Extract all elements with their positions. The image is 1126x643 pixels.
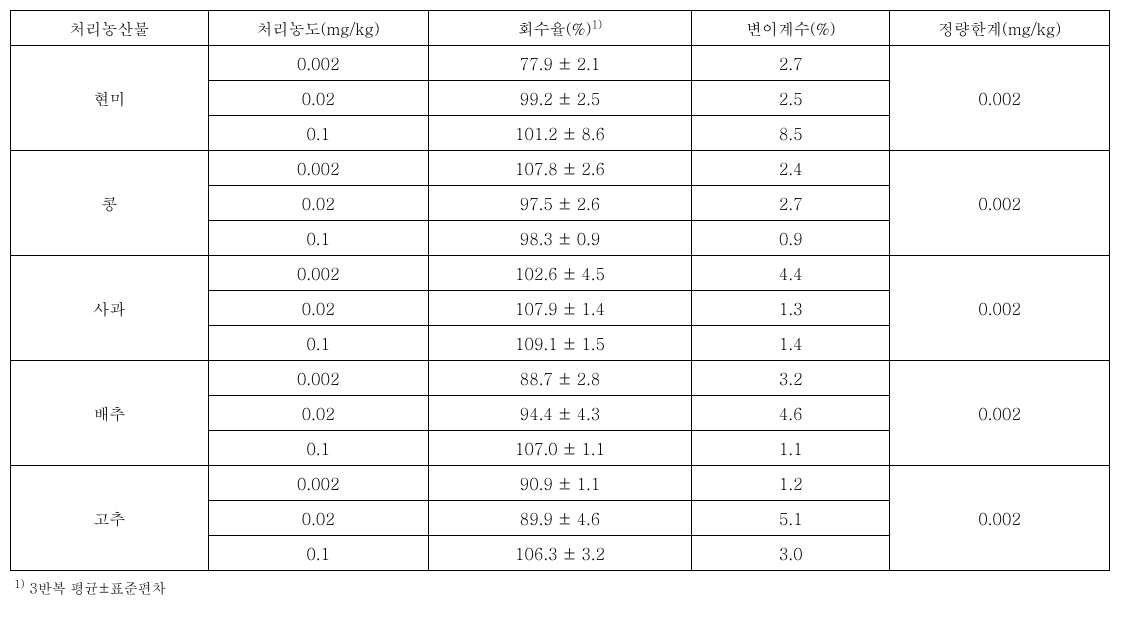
cell-cv: 2.5 xyxy=(692,81,890,116)
cell-concentration: 0.002 xyxy=(208,256,428,291)
footnote-marker: 1) xyxy=(14,577,25,592)
cell-recovery: 98.3 ± 0.9 xyxy=(428,221,692,256)
table-body: 현미0.00277.9 ± 2.12.70.0020.0299.2 ± 2.52… xyxy=(11,46,1110,571)
cell-cv: 4.4 xyxy=(692,256,890,291)
header-product: 처리농산물 xyxy=(11,11,209,46)
cell-loq: 0.002 xyxy=(890,466,1110,571)
cell-product: 배추 xyxy=(11,361,209,466)
cell-concentration: 0.002 xyxy=(208,46,428,81)
cell-cv: 0.9 xyxy=(692,221,890,256)
recovery-table: 처리농산물 처리농도(mg/kg) 회수율(%)1) 변이계수(%) 정량한계(… xyxy=(10,10,1110,571)
cell-cv: 2.7 xyxy=(692,186,890,221)
cell-cv: 8.5 xyxy=(692,116,890,151)
cell-loq: 0.002 xyxy=(890,361,1110,466)
cell-concentration: 0.1 xyxy=(208,536,428,571)
cell-recovery: 97.5 ± 2.6 xyxy=(428,186,692,221)
footnote-text: 3반복 평균±표준편차 xyxy=(25,578,166,598)
cell-concentration: 0.02 xyxy=(208,186,428,221)
cell-concentration: 0.02 xyxy=(208,501,428,536)
table-row: 현미0.00277.9 ± 2.12.70.002 xyxy=(11,46,1110,81)
cell-recovery: 94.4 ± 4.3 xyxy=(428,396,692,431)
cell-cv: 1.3 xyxy=(692,291,890,326)
cell-product: 현미 xyxy=(11,46,209,151)
cell-concentration: 0.002 xyxy=(208,466,428,501)
table-row: 배추0.00288.7 ± 2.83.20.002 xyxy=(11,361,1110,396)
cell-cv: 3.2 xyxy=(692,361,890,396)
cell-cv: 1.1 xyxy=(692,431,890,466)
cell-loq: 0.002 xyxy=(890,46,1110,151)
cell-recovery: 107.8 ± 2.6 xyxy=(428,151,692,186)
cell-concentration: 0.002 xyxy=(208,151,428,186)
cell-recovery: 101.2 ± 8.6 xyxy=(428,116,692,151)
table-row: 사과0.002102.6 ± 4.54.40.002 xyxy=(11,256,1110,291)
footnote: 1) 3반복 평균±표준편차 xyxy=(10,577,1116,598)
cell-product: 콩 xyxy=(11,151,209,256)
cell-cv: 1.4 xyxy=(692,326,890,361)
table-row: 고추0.00290.9 ± 1.11.20.002 xyxy=(11,466,1110,501)
cell-concentration: 0.02 xyxy=(208,396,428,431)
cell-recovery: 99.2 ± 2.5 xyxy=(428,81,692,116)
cell-recovery: 106.3 ± 3.2 xyxy=(428,536,692,571)
header-concentration: 처리농도(mg/kg) xyxy=(208,11,428,46)
header-cv: 변이계수(%) xyxy=(692,11,890,46)
cell-recovery: 89.9 ± 4.6 xyxy=(428,501,692,536)
cell-concentration: 0.02 xyxy=(208,291,428,326)
cell-cv: 3.0 xyxy=(692,536,890,571)
cell-cv: 2.4 xyxy=(692,151,890,186)
cell-cv: 4.6 xyxy=(692,396,890,431)
cell-concentration: 0.002 xyxy=(208,361,428,396)
header-recovery-text: 회수율(%) xyxy=(518,17,592,40)
cell-cv: 5.1 xyxy=(692,501,890,536)
cell-concentration: 0.02 xyxy=(208,81,428,116)
cell-recovery: 107.9 ± 1.4 xyxy=(428,291,692,326)
cell-product: 사과 xyxy=(11,256,209,361)
cell-concentration: 0.1 xyxy=(208,221,428,256)
header-loq: 정량한계(mg/kg) xyxy=(890,11,1110,46)
header-recovery-sup: 1) xyxy=(592,17,603,32)
cell-recovery: 88.7 ± 2.8 xyxy=(428,361,692,396)
header-recovery: 회수율(%)1) xyxy=(428,11,692,46)
cell-recovery: 90.9 ± 1.1 xyxy=(428,466,692,501)
cell-loq: 0.002 xyxy=(890,151,1110,256)
cell-product: 고추 xyxy=(11,466,209,571)
cell-cv: 2.7 xyxy=(692,46,890,81)
cell-recovery: 107.0 ± 1.1 xyxy=(428,431,692,466)
cell-cv: 1.2 xyxy=(692,466,890,501)
cell-concentration: 0.1 xyxy=(208,116,428,151)
cell-loq: 0.002 xyxy=(890,256,1110,361)
cell-recovery: 109.1 ± 1.5 xyxy=(428,326,692,361)
cell-concentration: 0.1 xyxy=(208,326,428,361)
cell-concentration: 0.1 xyxy=(208,431,428,466)
table-row: 콩0.002107.8 ± 2.62.40.002 xyxy=(11,151,1110,186)
cell-recovery: 102.6 ± 4.5 xyxy=(428,256,692,291)
table-header: 처리농산물 처리농도(mg/kg) 회수율(%)1) 변이계수(%) 정량한계(… xyxy=(11,11,1110,46)
cell-recovery: 77.9 ± 2.1 xyxy=(428,46,692,81)
